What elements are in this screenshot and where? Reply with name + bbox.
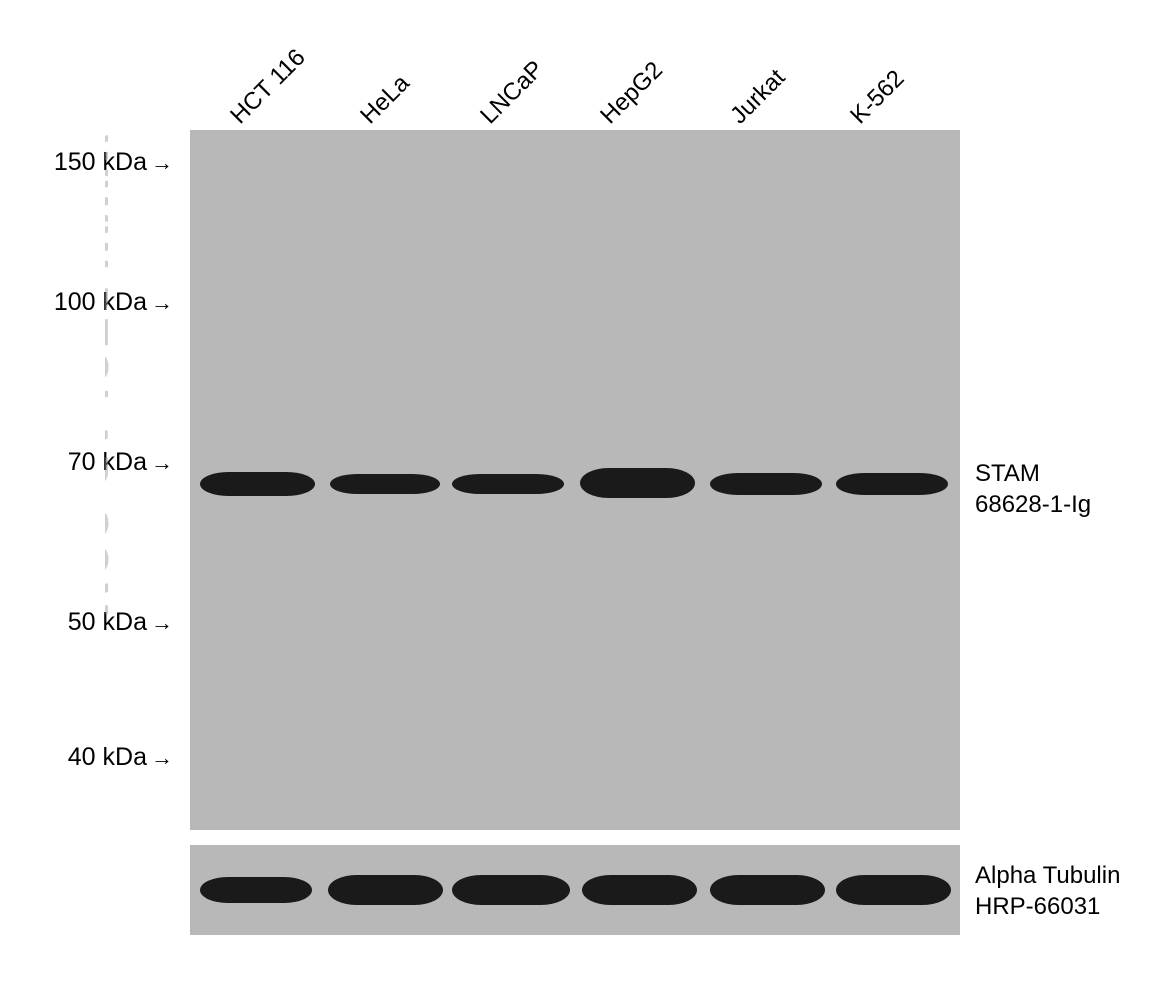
arrow-right-icon: → xyxy=(151,150,173,176)
arrow-right-icon: → xyxy=(151,290,173,316)
band xyxy=(200,472,315,496)
band xyxy=(328,875,443,905)
mw-marker: 40 kDa→ xyxy=(68,743,173,772)
lane-label: Jurkat xyxy=(725,64,791,130)
watermark-text: WWW.PTGLAB.COM xyxy=(105,135,117,621)
lane-label: HepG2 xyxy=(595,56,669,130)
mw-marker: 70 kDa→ xyxy=(68,448,173,477)
band xyxy=(330,474,440,494)
lane-label: K-562 xyxy=(845,65,910,130)
mw-marker: 100 kDa→ xyxy=(54,288,173,317)
mw-marker: 150 kDa→ xyxy=(54,148,173,177)
arrow-right-icon: → xyxy=(151,610,173,636)
arrow-right-icon: → xyxy=(151,450,173,476)
band xyxy=(582,875,697,905)
lane-label: HeLa xyxy=(355,70,415,130)
band xyxy=(200,877,312,903)
band xyxy=(710,473,822,495)
band xyxy=(836,875,951,905)
band xyxy=(452,875,570,905)
band xyxy=(452,474,564,494)
band xyxy=(710,875,825,905)
band xyxy=(580,468,695,498)
arrow-right-icon: → xyxy=(151,745,173,771)
lane-label: LNCaP xyxy=(475,55,550,130)
western-blot-figure: HCT 116 HeLa LNCaP HepG2 Jurkat K-562 15… xyxy=(0,0,1167,989)
target-label: STAM 68628-1-Ig xyxy=(975,458,1091,520)
main-blot-panel xyxy=(190,130,960,830)
band xyxy=(836,473,948,495)
control-blot-panel xyxy=(190,845,960,935)
control-label: Alpha Tubulin HRP-66031 xyxy=(975,860,1120,922)
mw-marker: 50 kDa→ xyxy=(68,608,173,637)
lane-labels-row: HCT 116 HeLa LNCaP HepG2 Jurkat K-562 xyxy=(190,30,960,130)
lane-label: HCT 116 xyxy=(225,44,311,130)
